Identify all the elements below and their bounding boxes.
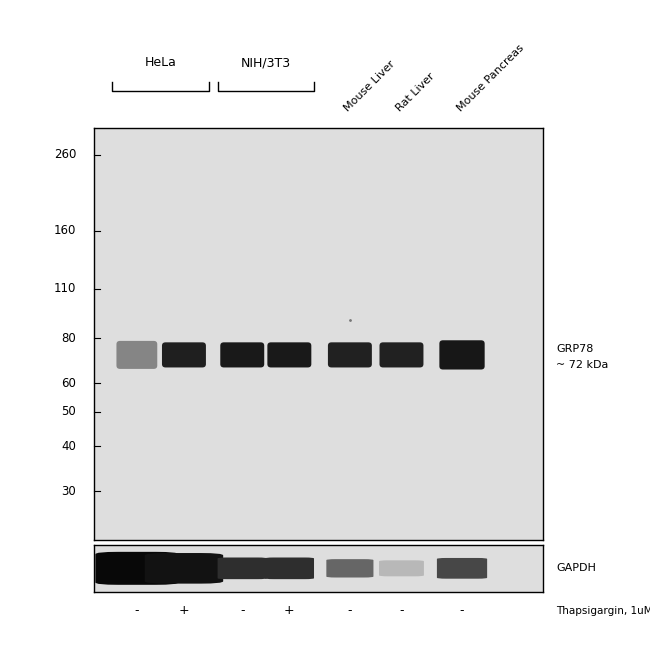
FancyBboxPatch shape: [145, 553, 223, 583]
Text: -: -: [348, 604, 352, 617]
Text: -: -: [135, 604, 139, 617]
Text: 50: 50: [62, 405, 76, 418]
Text: ~ 72 kDa: ~ 72 kDa: [556, 360, 608, 370]
Text: +: +: [284, 604, 294, 617]
Text: Thapsigargin, 1uM for 24hr: Thapsigargin, 1uM for 24hr: [556, 606, 650, 615]
FancyBboxPatch shape: [162, 342, 206, 368]
Text: GAPDH: GAPDH: [556, 563, 596, 574]
FancyBboxPatch shape: [379, 560, 424, 576]
Text: Mouse Liver: Mouse Liver: [343, 58, 397, 113]
Text: 110: 110: [54, 283, 76, 296]
Text: GRP78: GRP78: [556, 344, 593, 354]
Text: 260: 260: [54, 148, 76, 162]
FancyBboxPatch shape: [380, 342, 423, 368]
FancyBboxPatch shape: [116, 341, 157, 369]
Text: NIH/3T3: NIH/3T3: [240, 56, 291, 69]
FancyBboxPatch shape: [265, 557, 314, 579]
FancyBboxPatch shape: [267, 342, 311, 368]
Text: -: -: [240, 604, 244, 617]
Text: Rat Liver: Rat Liver: [395, 71, 437, 113]
FancyBboxPatch shape: [328, 342, 372, 368]
FancyBboxPatch shape: [96, 552, 178, 585]
Text: 60: 60: [62, 377, 76, 390]
FancyBboxPatch shape: [220, 342, 265, 368]
FancyBboxPatch shape: [437, 558, 487, 579]
Text: 30: 30: [62, 485, 76, 498]
FancyBboxPatch shape: [326, 559, 374, 577]
Text: +: +: [179, 604, 189, 617]
Text: Mouse Pancreas: Mouse Pancreas: [455, 43, 526, 113]
FancyBboxPatch shape: [439, 340, 485, 370]
Text: 80: 80: [62, 332, 76, 345]
Text: HeLa: HeLa: [144, 56, 176, 69]
Text: -: -: [460, 604, 464, 617]
Text: 160: 160: [54, 224, 76, 237]
Text: -: -: [399, 604, 404, 617]
FancyBboxPatch shape: [218, 557, 267, 579]
Text: 40: 40: [62, 440, 76, 453]
